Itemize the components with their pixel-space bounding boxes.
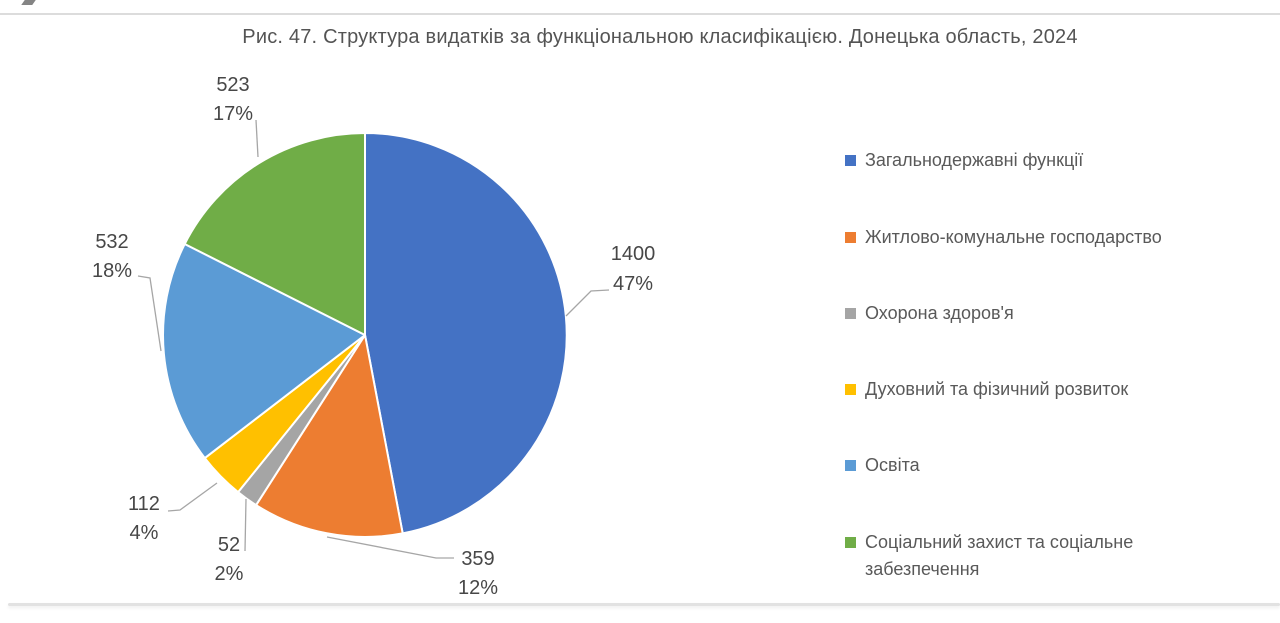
leader-line-2 [244,498,247,552]
leader-line-3 [167,482,218,512]
data-label-value: 1400 [610,243,656,265]
leader-line-1 [326,536,454,559]
data-label-percent: 2% [214,563,244,585]
legend-item-0: Загальнодержавні функції [845,147,1083,174]
data-label-value: 523 [216,74,250,96]
legend-swatch-0 [845,155,856,166]
data-label-slice-3: 112 4% [104,490,184,548]
leader-line-0 [565,289,610,317]
pie-slice-0 [364,132,568,535]
data-label-slice-2: 52 2% [189,531,269,589]
pie-slice-5 [183,132,366,336]
legend-item-5: Соціальний захист та соціальне забезпече… [845,529,1195,583]
legend-swatch-1 [845,232,856,243]
leader-line-5 [255,119,259,158]
data-label-slice-0: 1400 47% [593,239,673,299]
legend-swatch-3 [845,384,856,395]
legend-label-0: Загальнодержавні функції [865,150,1084,170]
top-divider [0,13,1280,15]
data-label-percent: 17% [212,103,254,125]
legend: Загальнодержавні функції Житлово-комунал… [845,0,1265,623]
data-label-value: 112 [128,493,160,515]
legend-label-5: Соціальний захист та соціальне забезпече… [865,532,1134,579]
legend-label-4: Освіта [865,455,920,475]
legend-swatch-5 [845,537,856,548]
chart-title: Рис. 47. Структура видатків за функціона… [242,26,1078,48]
legend-item-2: Охорона здоров'я [845,300,1014,327]
data-label-percent: 18% [91,260,133,282]
legend-swatch-4 [845,460,856,471]
data-label-percent: 47% [612,273,654,295]
legend-item-3: Духовний та фізичний розвиток [845,376,1128,403]
legend-item-1: Житлово-комунальне господарство [845,224,1162,251]
data-label-percent: 12% [457,577,499,599]
data-label-value: 532 [95,231,129,253]
legend-item-4: Освіта [845,452,920,479]
data-label-value: 52 [217,534,241,556]
data-label-value: 359 [461,548,495,570]
pie-slice-1 [255,334,404,538]
pie-slice-4 [162,243,366,460]
bottom-divider [8,603,1280,606]
data-label-slice-1: 359 12% [438,545,518,603]
legend-label-2: Охорона здоров'я [865,303,1014,323]
data-label-slice-5: 523 17% [193,71,273,129]
legend-swatch-2 [845,308,856,319]
legend-label-1: Житлово-комунальне господарство [865,227,1162,247]
legend-label-3: Духовний та фізичний розвиток [865,379,1129,399]
data-label-percent: 4% [129,522,159,544]
data-label-slice-4: 532 18% [72,228,152,286]
leader-line-4 [137,275,162,352]
